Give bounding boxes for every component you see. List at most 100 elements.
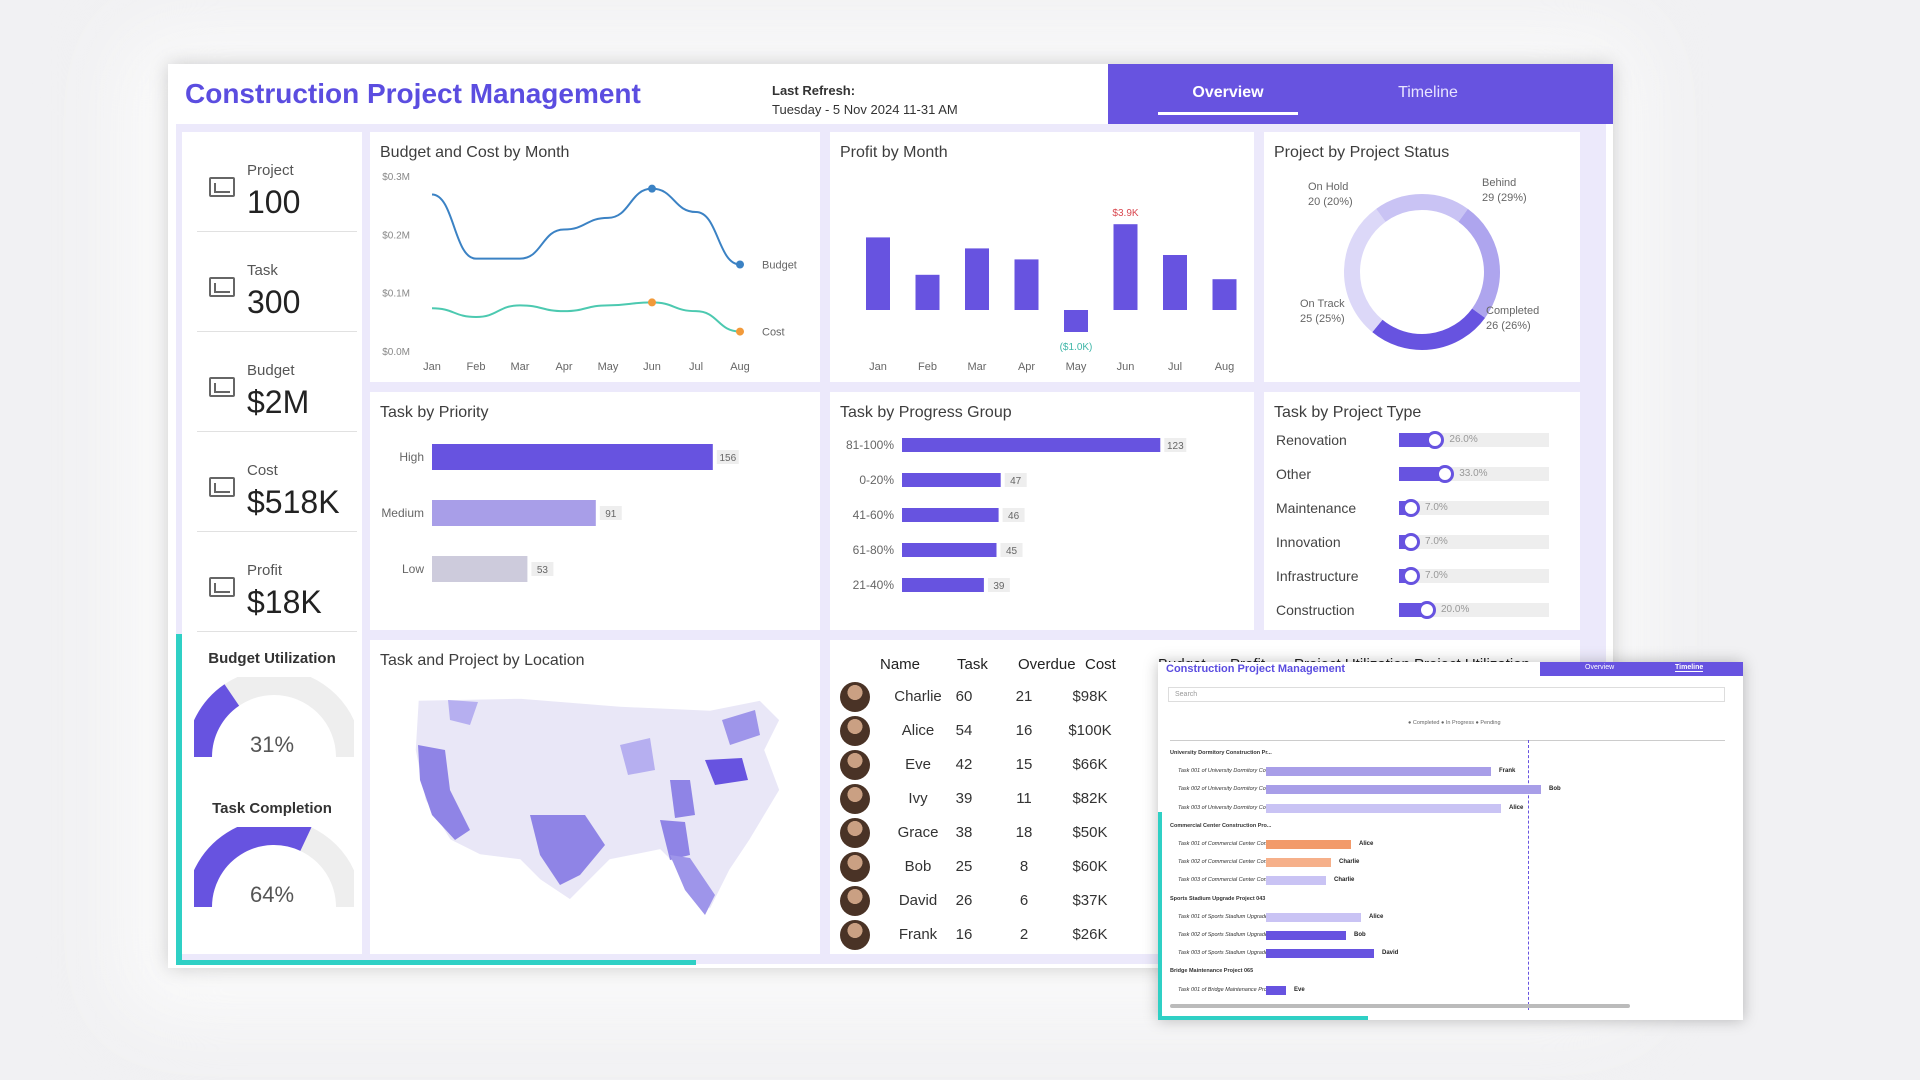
type-track (1399, 569, 1549, 583)
x-tick-label: May (598, 361, 619, 373)
refresh-label: Last Refresh: (772, 83, 856, 98)
timeline-row-label[interactable]: Task 001 of Commercial Center Cons... (1178, 841, 1275, 847)
timeline-row-label[interactable]: Task 003 of University Dormitory Con... (1178, 804, 1274, 811)
type-pct: 26.0% (1449, 434, 1478, 445)
data-label-bg (599, 506, 622, 520)
bar (902, 438, 1161, 452)
donut-slice (1458, 208, 1500, 318)
profit-bar (1163, 255, 1187, 310)
table-cell: 54 (955, 722, 973, 739)
kpi-value: 100 (247, 184, 301, 220)
completion-gauge (194, 827, 354, 907)
timeline-row-label[interactable]: Task 001 of University Dormitory Con... (1178, 768, 1274, 775)
priority-chart: High 156 Medium 91 Low 53 (381, 444, 739, 582)
status-value: 26 (26%) (1486, 320, 1531, 332)
data-label: 45 (1006, 546, 1018, 557)
table-cell: $66K (1072, 756, 1108, 773)
table-cell: 18 (1015, 824, 1033, 841)
timeline-overlay: Construction Project Management Overview… (1158, 662, 1743, 1020)
type-row: Renovation 26.0% (1276, 430, 1566, 450)
gantt-bar[interactable] (1266, 949, 1374, 959)
data-label-bg (1000, 543, 1023, 557)
table-cell: $26K (1072, 926, 1108, 943)
table-cell: Bob (904, 858, 932, 875)
x-tick-label: Apr (1018, 361, 1035, 373)
table-cell: $100K (1068, 722, 1112, 739)
avatar (840, 886, 870, 916)
bar (902, 508, 999, 522)
tab-timeline[interactable]: Timeline (1398, 84, 1458, 101)
table-cell: 8 (1019, 858, 1029, 875)
timeline-row-label[interactable]: Task 003 of Sports Stadium Upgrade ... (1178, 950, 1275, 957)
overlay-tab-overview[interactable]: Overview (1585, 664, 1615, 671)
profit-bar (1064, 310, 1088, 332)
type-row: Infrastructure 7.0% (1276, 566, 1566, 586)
bar (432, 556, 528, 582)
donut-slice (1376, 194, 1468, 223)
column-header[interactable]: Cost (1085, 656, 1116, 673)
profit-bar (1212, 279, 1237, 310)
profit-bar (965, 248, 989, 310)
type-label: Infrastructure (1276, 568, 1359, 584)
type-row: Construction 20.0% (1276, 600, 1566, 620)
gantt-bar[interactable] (1266, 785, 1541, 795)
overlay-tab-timeline[interactable]: Timeline (1675, 664, 1704, 672)
data-point (736, 260, 744, 269)
x-tick-label: May (1066, 361, 1087, 373)
table-cell: Ivy (908, 790, 928, 807)
column-header[interactable]: Name (880, 656, 921, 673)
gantt-bar[interactable] (1266, 985, 1286, 995)
timeline-row-label[interactable]: Task 002 of Commercial Center Cons... (1178, 859, 1275, 866)
type-row: Other 33.0% (1276, 464, 1566, 484)
gantt-bar[interactable] (1266, 840, 1351, 849)
category-label: High (399, 450, 424, 464)
gantt-bar[interactable] (1266, 803, 1501, 813)
gantt-owner: Bob (1354, 932, 1366, 938)
table-cell: 25 (955, 858, 973, 875)
gantt-owner: Charlie (1339, 859, 1360, 866)
column-header[interactable]: Task (957, 656, 988, 673)
timeline-row-label[interactable]: Task 001 of Sports Stadium Upgrade ... (1178, 913, 1275, 920)
timeline-row-label[interactable]: Sports Stadium Upgrade Project 043 (1170, 895, 1266, 902)
x-tick-label: Jun (1117, 361, 1135, 373)
timeline-row-label[interactable]: Task 002 of University Dormitory Con... (1178, 786, 1274, 793)
type-pct: 7.0% (1425, 570, 1448, 581)
type-label: Innovation (1276, 534, 1341, 550)
column-header[interactable]: Overdue (1018, 656, 1076, 673)
y-tick-label: $0.3M (382, 172, 410, 183)
table-cell: 6 (1019, 892, 1029, 909)
gantt-bar[interactable] (1266, 876, 1326, 886)
table-cell: 16 (1015, 722, 1033, 739)
overlay-tabs: Overview Timeline (1540, 662, 1743, 676)
kpi-2: Budget $2M (197, 332, 357, 432)
status-value: 20 (20%) (1308, 196, 1353, 208)
gantt-bar[interactable] (1266, 912, 1361, 922)
x-tick-label: Jan (869, 361, 887, 373)
x-tick-label: Aug (730, 361, 750, 373)
timeline-row-label[interactable]: Task 001 of Bridge Maintenance Proj... (1178, 986, 1273, 993)
x-tick-label: Mar (511, 361, 530, 373)
horizontal-scrollbar[interactable] (1170, 1004, 1630, 1008)
timeline-row-label[interactable]: Task 003 of Commercial Center Cons... (1178, 877, 1275, 884)
timeline-row-label[interactable]: University Dormitory Construction Pr... (1170, 750, 1272, 756)
map-card: Task and Project by Location (370, 640, 820, 954)
category-label: 41-60% (853, 508, 895, 522)
gauge-title: Task Completion (212, 800, 332, 817)
kpi-label: Profit (247, 562, 283, 579)
gantt-bar[interactable] (1266, 858, 1331, 868)
tab-overview[interactable]: Overview (1148, 84, 1308, 115)
gantt-owner: Alice (1359, 841, 1374, 847)
gantt-bar[interactable] (1266, 767, 1491, 777)
overlay-search[interactable]: Search (1168, 687, 1725, 702)
data-label-bg (531, 562, 554, 576)
gantt-bar[interactable] (1266, 931, 1346, 940)
avatar (840, 852, 870, 882)
kpi-3: Cost $518K (197, 432, 357, 532)
profit-bar (866, 237, 890, 310)
us-map (414, 697, 781, 915)
table-cell: $50K (1072, 824, 1108, 841)
timeline-row-label[interactable]: Bridge Maintenance Project 065 (1170, 968, 1254, 975)
teal-accent (176, 960, 696, 965)
timeline-row-label[interactable]: Commercial Center Construction Pro... (1170, 822, 1272, 829)
timeline-row-label[interactable]: Task 002 of Sports Stadium Upgrade ... (1178, 932, 1275, 938)
